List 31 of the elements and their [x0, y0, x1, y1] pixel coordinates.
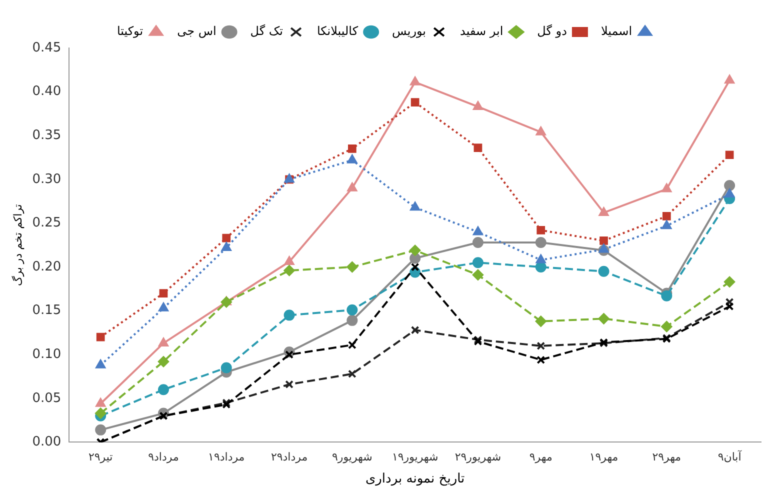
- x-tick-label: ۱۹مهر: [589, 450, 618, 464]
- legend-label: اس جی: [177, 24, 216, 38]
- x-tick-label: ۹مرداد: [148, 450, 179, 464]
- x-axis-title: تاریخ نمونه برداری: [365, 472, 466, 487]
- x-tick-label: ۹آبان: [718, 450, 742, 464]
- y-tick-label: 0.00: [32, 434, 62, 450]
- y-tick-label: 0.45: [32, 40, 62, 56]
- legend-label: دو گل: [537, 24, 567, 38]
- x-tick-label: ۲۹شهریور: [454, 450, 502, 464]
- x-tick-label: ۹شهریور: [332, 450, 372, 464]
- x-tick-label: ۹مهر: [529, 450, 552, 464]
- legend-label: تک گل: [250, 24, 284, 38]
- y-tick-label: 0.25: [32, 216, 62, 231]
- x-tick-label: ۱۹مرداد: [208, 450, 245, 464]
- legend-label: کالیبلانکا: [317, 24, 358, 38]
- x-tick-label: ۱۹شهریور: [392, 450, 438, 464]
- legend-label: اسمیلا: [600, 24, 632, 38]
- y-tick-label: 0.20: [32, 259, 62, 274]
- x-tick-label: ۲۹تیر: [88, 450, 113, 464]
- legend-label: بوریس: [392, 24, 426, 38]
- legend-label: ابر سفید: [460, 24, 504, 38]
- y-tick-label: 0.40: [32, 84, 62, 100]
- y-tick-label: 0.05: [32, 390, 62, 406]
- y-tick-label: 0.35: [32, 128, 62, 143]
- y-tick-label: 0.30: [32, 172, 62, 187]
- y-tick-label: 0.10: [32, 346, 62, 362]
- y-axis-title: تراکم تخم در برگ: [11, 204, 24, 286]
- legend-label: توکیتا: [116, 24, 144, 38]
- x-tick-label: ۲۹مرداد: [270, 450, 308, 464]
- y-tick-label: 0.15: [32, 303, 62, 318]
- x-tick-label: ۲۹مهر: [652, 450, 682, 464]
